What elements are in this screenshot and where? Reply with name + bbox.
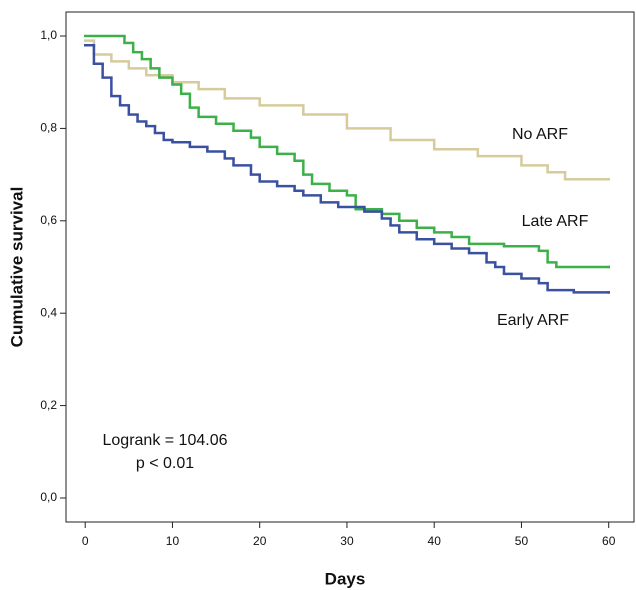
x-tick-label: 10: [166, 534, 180, 548]
y-tick-label: 1,0: [40, 28, 57, 42]
y-tick-label: 0,6: [40, 213, 57, 227]
annotation: p < 0.01: [136, 455, 194, 472]
x-tick-label: 60: [602, 534, 616, 548]
x-tick-label: 0: [82, 534, 89, 548]
y-tick-label: 0,8: [40, 121, 57, 135]
series-label: Late ARF: [522, 213, 589, 230]
x-tick-label: 30: [340, 534, 354, 548]
series-label: Early ARF: [497, 312, 569, 329]
y-tick-label: 0,2: [40, 398, 57, 412]
x-tick-label: 40: [428, 534, 442, 548]
x-tick-label: 20: [253, 534, 267, 548]
y-tick-label: 0,0: [40, 490, 57, 504]
y-tick-label: 0,4: [40, 305, 57, 319]
plot-frame: [65, 11, 635, 523]
series-label: No ARF: [512, 126, 568, 143]
y-axis-label: Cumulative survival: [7, 187, 26, 348]
x-tick-label: 50: [515, 534, 529, 548]
annotation: Logrank = 104.06: [103, 432, 228, 449]
x-axis-label: Days: [325, 569, 366, 588]
